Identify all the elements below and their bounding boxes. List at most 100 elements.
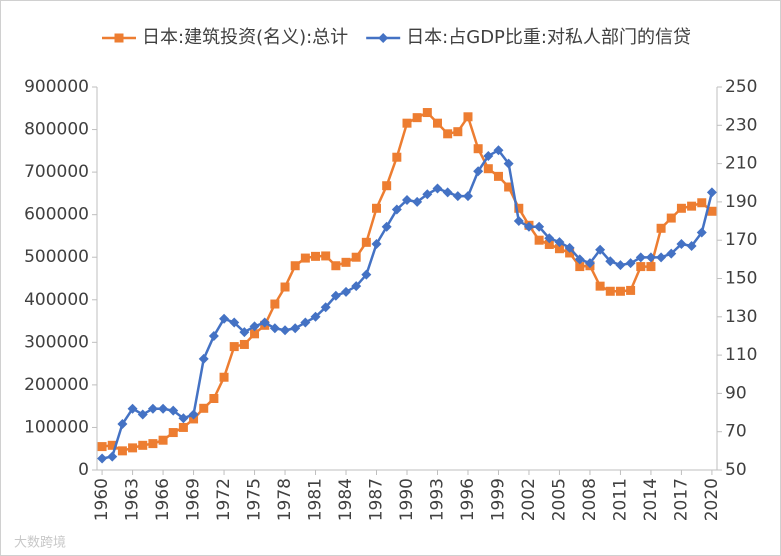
marker <box>117 446 127 456</box>
marker <box>443 129 453 139</box>
marker <box>117 419 128 430</box>
y2-tick-label: 230 <box>725 115 757 135</box>
marker <box>544 239 554 249</box>
x-tick-label: 2005 <box>549 478 569 521</box>
marker <box>168 428 178 438</box>
marker <box>168 405 179 416</box>
x-tick-label: 1963 <box>123 478 143 521</box>
y2-tick-label: 130 <box>725 307 757 327</box>
legend-marker <box>114 33 124 43</box>
x-tick-label: 1999 <box>488 478 508 521</box>
legend-label: 日本:占GDP比重:对私人部门的信贷 <box>406 27 691 48</box>
marker <box>412 113 422 123</box>
x-tick-label: 2014 <box>641 478 661 521</box>
marker <box>300 253 310 263</box>
marker <box>635 252 646 263</box>
marker <box>137 409 148 420</box>
marker <box>270 299 280 309</box>
marker <box>453 127 463 137</box>
y-tick-label: 400000 <box>24 290 89 310</box>
marker <box>229 342 239 352</box>
marker <box>280 282 290 292</box>
marker <box>290 261 300 271</box>
x-tick-label: 1975 <box>245 478 265 521</box>
x-tick-label: 1990 <box>397 478 417 521</box>
marker <box>422 108 432 118</box>
marker <box>706 187 717 198</box>
marker <box>432 118 442 128</box>
marker <box>565 248 575 258</box>
marker <box>676 203 686 213</box>
marker <box>462 191 473 202</box>
marker <box>676 239 687 250</box>
x-tick-label: 1996 <box>458 478 478 521</box>
marker <box>707 206 717 216</box>
marker <box>687 201 697 211</box>
marker <box>402 194 412 205</box>
x-tick-label: 1987 <box>367 478 387 521</box>
x-tick-label: 1972 <box>214 478 234 521</box>
marker <box>615 260 626 271</box>
x-tick-label: 1966 <box>153 478 173 521</box>
y2-tick-label: 90 <box>725 383 747 403</box>
marker <box>321 251 331 261</box>
marker <box>351 252 361 262</box>
marker <box>158 435 168 445</box>
marker <box>341 286 352 297</box>
y2-tick-label: 110 <box>725 345 757 365</box>
y-tick-label: 100000 <box>24 417 89 437</box>
x-tick-label: 2017 <box>671 478 691 521</box>
y2-tick-label: 210 <box>725 154 757 174</box>
y2-tick-label: 250 <box>725 77 757 97</box>
marker <box>128 443 138 453</box>
marker <box>280 325 291 336</box>
marker <box>219 313 230 324</box>
marker <box>97 453 108 464</box>
marker <box>331 261 341 271</box>
marker <box>595 244 606 255</box>
marker <box>371 239 382 250</box>
marker <box>575 262 585 272</box>
marker <box>310 311 321 322</box>
marker <box>107 440 117 450</box>
marker <box>452 191 463 202</box>
marker <box>463 112 473 122</box>
marker <box>259 317 270 328</box>
marker <box>219 372 229 382</box>
marker <box>595 281 605 291</box>
marker <box>534 221 545 232</box>
y-tick-label: 700000 <box>24 162 89 182</box>
y-tick-label: 300000 <box>24 332 89 352</box>
marker <box>483 164 493 174</box>
marker <box>513 216 524 227</box>
marker <box>290 323 301 334</box>
marker <box>198 353 209 364</box>
marker <box>544 233 555 244</box>
marker <box>341 257 351 267</box>
marker <box>361 269 372 280</box>
x-tick-label: 1978 <box>275 478 295 521</box>
marker <box>300 317 311 328</box>
marker <box>625 258 636 269</box>
marker <box>656 223 666 233</box>
marker <box>636 262 646 272</box>
marker <box>432 183 443 194</box>
marker <box>361 237 371 247</box>
marker <box>645 252 656 263</box>
x-tick-label: 1984 <box>336 478 356 521</box>
marker <box>514 203 524 213</box>
y-tick-label: 600000 <box>24 205 89 225</box>
marker <box>107 451 118 462</box>
marker <box>442 187 453 198</box>
y-tick-label: 500000 <box>24 247 89 267</box>
marker <box>696 227 707 238</box>
x-tick-label: 1993 <box>427 478 447 521</box>
marker <box>330 290 341 301</box>
marker <box>615 286 625 296</box>
marker <box>391 204 402 215</box>
marker <box>392 152 402 162</box>
marker <box>178 422 188 432</box>
marker <box>605 286 615 296</box>
y-tick-label: 800000 <box>24 120 89 140</box>
marker <box>199 403 209 413</box>
